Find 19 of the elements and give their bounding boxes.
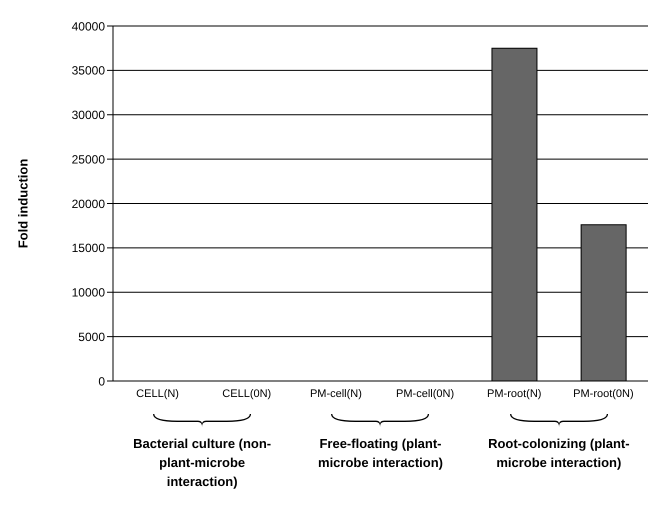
y-tick-label: 5000 [78,330,106,344]
y-tick-label: 25000 [72,152,106,166]
y-axis-title: Fold induction [16,158,31,248]
text: Free-floating (plant-microbe interaction) [317,435,444,472]
x-tick-label: PM-cell(N) [310,388,362,400]
text: Root-colonizing (plant-microbe interaction) [487,435,631,472]
y-tick-label: 15000 [72,241,106,256]
text: Bacterial culture (non-plant-microbe interaction) [132,435,272,491]
y-tick-label: 0 [98,374,106,388]
y-tick-label: 30000 [72,108,106,122]
x-tick-label: CELL(N) [136,388,179,400]
x-tick-label: CELL(0N) [222,388,272,400]
y-tick-label: 20000 [72,196,106,211]
x-tick-label: PM-cell(0N) [396,388,454,400]
y-tick-label: 10000 [72,286,106,300]
y-tick-label: 35000 [72,64,106,78]
y-tick-label: 40000 [72,19,106,34]
x-tick-label: PM-root(0N) [573,388,634,400]
x-tick-label: PM-root(N) [487,388,542,400]
